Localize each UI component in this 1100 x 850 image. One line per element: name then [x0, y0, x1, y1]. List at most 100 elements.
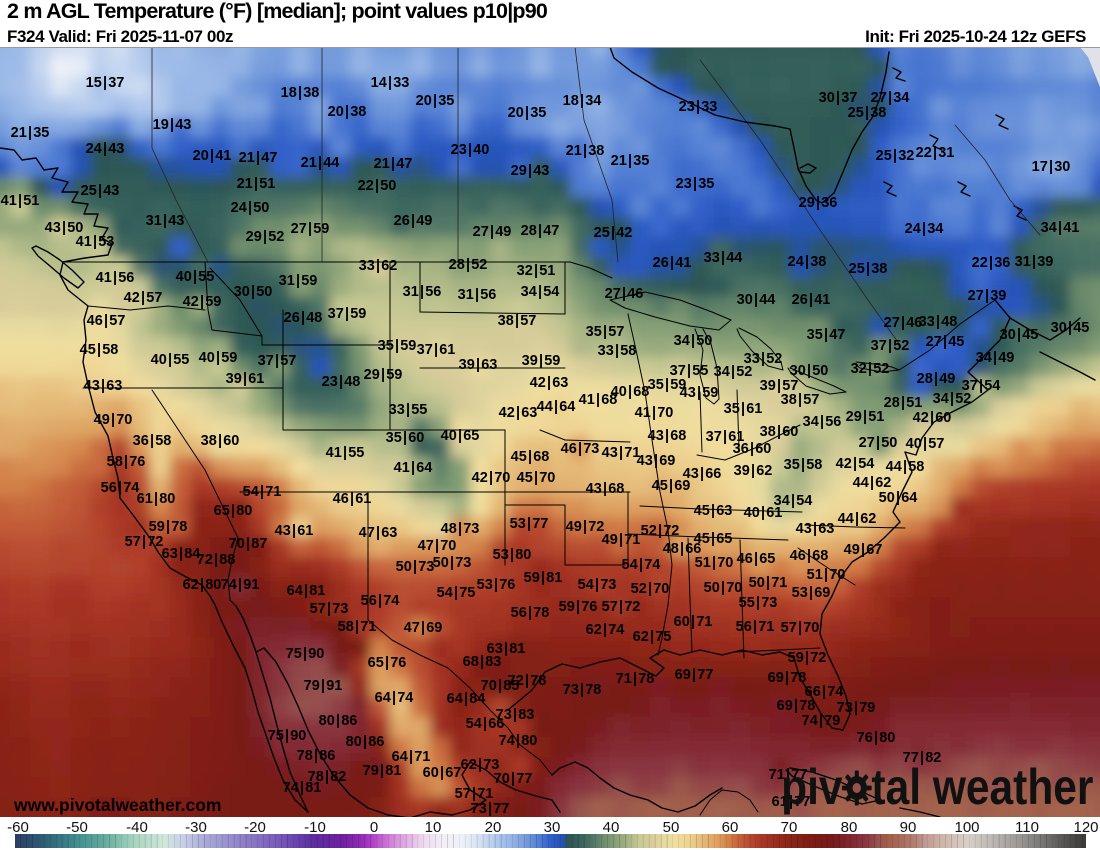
- svg-text:52 | 70: 52 | 70: [631, 581, 670, 597]
- svg-text:41 | 55: 41 | 55: [326, 445, 365, 461]
- svg-text:56 | 78: 56 | 78: [511, 605, 550, 621]
- svg-text:53 | 77: 53 | 77: [510, 516, 549, 532]
- svg-text:73 | 78: 73 | 78: [563, 682, 602, 698]
- svg-text:27 | 39: 27 | 39: [968, 288, 1007, 304]
- svg-text:46 | 61: 46 | 61: [333, 491, 372, 507]
- svg-text:54 | 73: 54 | 73: [578, 577, 617, 593]
- svg-text:51 | 70: 51 | 70: [807, 567, 846, 583]
- svg-text:43 | 66: 43 | 66: [683, 466, 722, 482]
- svg-text:22 | 50: 22 | 50: [358, 178, 397, 194]
- svg-text:24 | 34: 24 | 34: [905, 221, 944, 237]
- svg-text:53 | 69: 53 | 69: [792, 585, 831, 601]
- svg-text:14 | 33: 14 | 33: [371, 75, 410, 91]
- svg-text:74 | 91: 74 | 91: [221, 577, 260, 593]
- svg-text:28 | 52: 28 | 52: [449, 257, 488, 273]
- svg-text:30 | 44: 30 | 44: [737, 292, 776, 308]
- svg-text:43 | 68: 43 | 68: [586, 481, 625, 497]
- svg-text:62 | 73: 62 | 73: [461, 757, 500, 773]
- svg-text:30 | 45: 30 | 45: [1000, 327, 1039, 343]
- svg-text:65 | 80: 65 | 80: [214, 503, 253, 519]
- svg-text:42 | 63: 42 | 63: [499, 405, 538, 421]
- svg-text:37 | 61: 37 | 61: [417, 342, 456, 358]
- svg-text:54 | 75: 54 | 75: [437, 585, 476, 601]
- svg-text:76 | 80: 76 | 80: [857, 730, 896, 746]
- svg-text:64 | 81: 64 | 81: [287, 583, 326, 599]
- svg-text:43 | 63: 43 | 63: [84, 378, 123, 394]
- svg-text:39 | 63: 39 | 63: [459, 357, 498, 373]
- svg-text:69 | 77: 69 | 77: [675, 667, 714, 683]
- svg-text:23 | 35: 23 | 35: [676, 176, 715, 192]
- svg-text:54 | 74: 54 | 74: [622, 557, 661, 573]
- svg-text:40 | 57: 40 | 57: [906, 436, 945, 452]
- svg-text:34 | 52: 34 | 52: [714, 364, 753, 380]
- svg-text:57 | 73: 57 | 73: [310, 601, 349, 617]
- svg-text:35 | 58: 35 | 58: [784, 457, 823, 473]
- svg-text:73 | 83: 73 | 83: [496, 707, 535, 723]
- svg-text:56 | 71: 56 | 71: [736, 619, 775, 635]
- svg-text:70 | 77: 70 | 77: [494, 771, 533, 787]
- svg-text:42 | 60: 42 | 60: [913, 410, 952, 426]
- svg-text:20 | 38: 20 | 38: [328, 104, 367, 120]
- svg-text:70 | 85: 70 | 85: [481, 678, 520, 694]
- svg-text:39 | 59: 39 | 59: [522, 353, 561, 369]
- svg-text:74 | 79: 74 | 79: [802, 713, 841, 729]
- svg-text:21 | 51: 21 | 51: [237, 176, 276, 192]
- svg-text:59 | 81: 59 | 81: [524, 570, 563, 586]
- svg-text:33 | 55: 33 | 55: [389, 402, 428, 418]
- svg-text:43 | 63: 43 | 63: [796, 521, 835, 537]
- svg-text:31 | 59: 31 | 59: [279, 273, 318, 289]
- svg-text:60 | 67: 60 | 67: [423, 765, 462, 781]
- svg-text:54 | 71: 54 | 71: [243, 484, 282, 500]
- svg-text:30 | 45: 30 | 45: [1051, 320, 1090, 336]
- svg-text:23 | 40: 23 | 40: [451, 142, 490, 158]
- svg-text:31 | 39: 31 | 39: [1015, 254, 1054, 270]
- svg-text:71 | 78: 71 | 78: [616, 671, 655, 687]
- svg-text:64 | 74: 64 | 74: [375, 690, 414, 706]
- svg-text:49 | 67: 49 | 67: [844, 542, 883, 558]
- svg-text:51 | 70: 51 | 70: [695, 555, 734, 571]
- svg-text:40 | 55: 40 | 55: [176, 269, 215, 285]
- svg-text:29 | 36: 29 | 36: [799, 195, 838, 211]
- svg-text:74 | 80: 74 | 80: [499, 733, 538, 749]
- svg-text:30 | 37: 30 | 37: [819, 90, 858, 106]
- svg-text:39 | 61: 39 | 61: [226, 371, 265, 387]
- svg-text:43 | 69: 43 | 69: [637, 453, 676, 469]
- svg-text:17 | 30: 17 | 30: [1032, 159, 1071, 175]
- svg-text:33 | 48: 33 | 48: [919, 314, 958, 330]
- svg-text:62 | 75: 62 | 75: [633, 629, 672, 645]
- svg-text:80 | 86: 80 | 86: [319, 713, 358, 729]
- svg-text:27 | 46: 27 | 46: [605, 286, 644, 302]
- svg-text:20 | 35: 20 | 35: [508, 105, 547, 121]
- svg-text:61 | 80: 61 | 80: [137, 491, 176, 507]
- svg-text:42 | 63: 42 | 63: [530, 375, 569, 391]
- svg-text:37 | 57: 37 | 57: [258, 353, 297, 369]
- svg-text:49 | 72: 49 | 72: [566, 519, 605, 535]
- svg-text:28 | 49: 28 | 49: [917, 371, 956, 387]
- svg-text:37 | 55: 37 | 55: [670, 363, 709, 379]
- svg-text:35 | 47: 35 | 47: [807, 327, 846, 343]
- svg-text:56 | 74: 56 | 74: [101, 480, 140, 496]
- svg-text:75 | 90: 75 | 90: [268, 728, 307, 744]
- svg-text:26 | 48: 26 | 48: [284, 310, 323, 326]
- svg-text:69 | 78: 69 | 78: [777, 698, 816, 714]
- svg-text:75 | 90: 75 | 90: [286, 646, 325, 662]
- svg-text:46 | 65: 46 | 65: [737, 551, 776, 567]
- svg-text:57 | 72: 57 | 72: [125, 534, 164, 550]
- svg-text:20 | 35: 20 | 35: [416, 93, 455, 109]
- svg-text:27 | 59: 27 | 59: [291, 221, 330, 237]
- svg-text:21 | 44: 21 | 44: [301, 155, 340, 171]
- svg-text:31 | 56: 31 | 56: [403, 284, 442, 300]
- svg-text:39 | 62: 39 | 62: [734, 463, 773, 479]
- svg-text:45 | 65: 45 | 65: [694, 531, 733, 547]
- svg-text:35 | 57: 35 | 57: [586, 324, 625, 340]
- svg-text:49 | 71: 49 | 71: [602, 532, 641, 548]
- svg-text:44 | 58: 44 | 58: [886, 459, 925, 475]
- svg-text:63 | 81: 63 | 81: [487, 641, 526, 657]
- svg-text:15 | 37: 15 | 37: [86, 75, 125, 91]
- svg-text:64 | 71: 64 | 71: [392, 749, 431, 765]
- svg-text:79 | 81: 79 | 81: [363, 763, 402, 779]
- svg-text:42 | 59: 42 | 59: [183, 294, 222, 310]
- svg-text:65 | 76: 65 | 76: [368, 655, 407, 671]
- svg-text:35 | 59: 35 | 59: [648, 377, 687, 393]
- svg-text:33 | 58: 33 | 58: [598, 343, 637, 359]
